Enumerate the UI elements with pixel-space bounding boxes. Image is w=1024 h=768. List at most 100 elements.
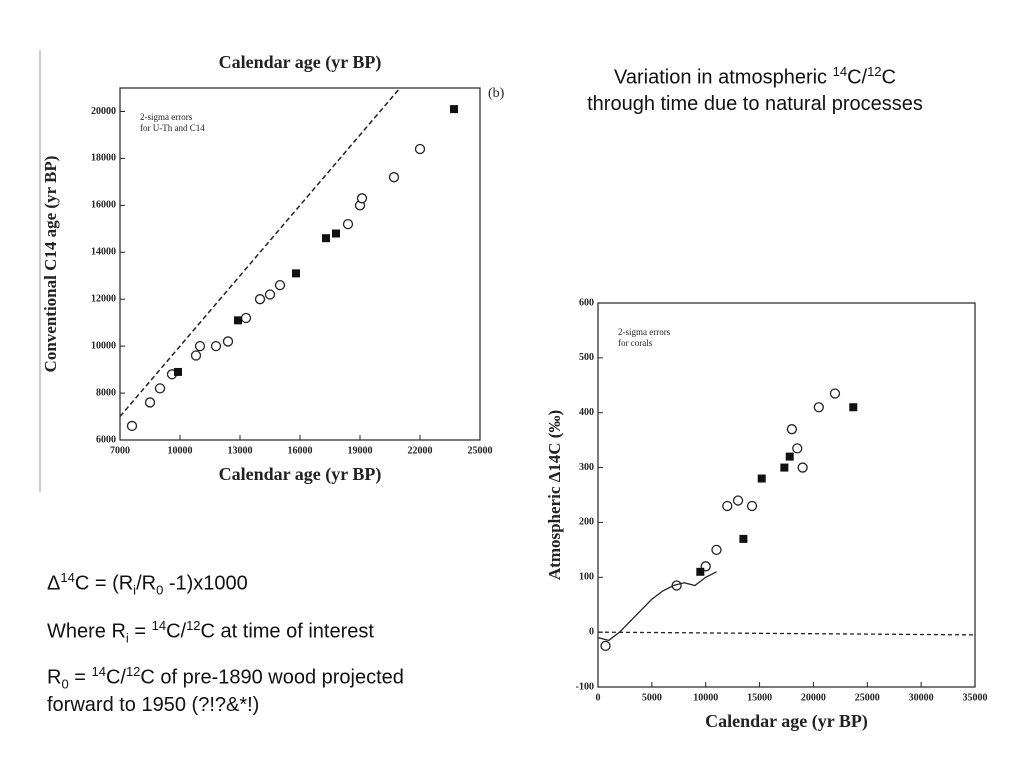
x-tick-label: 22000 [408, 445, 433, 456]
y-tick-label: 600 [579, 297, 594, 308]
point [739, 534, 748, 543]
text-run: = [68, 666, 92, 689]
point [757, 474, 766, 483]
y-tick-label: 300 [579, 462, 594, 473]
text-run: 0 [156, 582, 164, 598]
plot-frame [119, 87, 481, 441]
text-run: 12 [867, 64, 882, 79]
y-tick-label: 8000 [96, 387, 116, 398]
point [829, 388, 841, 399]
text-run: forward to 1950 (?!?&*!) [47, 694, 260, 716]
text-run: = [128, 620, 152, 643]
x-tick-label: 15000 [747, 692, 772, 703]
y-axis-label: Conventional C14 age (yr BP) [41, 156, 60, 373]
x-tick-label: 10000 [168, 445, 193, 456]
x-tick-label: 7000 [110, 445, 130, 456]
text-run: -1)x1000 [163, 572, 248, 595]
point [797, 462, 808, 473]
point [264, 289, 276, 300]
plot-frame [597, 302, 976, 688]
y-tick-label: 400 [579, 407, 594, 418]
y-tick-label: 100 [579, 572, 594, 583]
x-axis-label-top: Calendar age (yr BP) [219, 52, 382, 73]
y-tick-label: 12000 [91, 293, 116, 304]
point [234, 316, 242, 325]
text-run: Variation in atmospheric [613, 66, 833, 89]
x-tick-label: 10000 [693, 692, 718, 703]
panel-label: (b) [488, 86, 505, 101]
y-tick-label: 20000 [91, 106, 116, 117]
text-run: 12 [186, 618, 201, 633]
y-tick-label: 10000 [91, 340, 116, 351]
point [849, 403, 858, 412]
text-run: i [125, 630, 129, 646]
point [356, 193, 368, 204]
point [732, 495, 744, 506]
slide-title: through time due to natural processes [555, 93, 955, 116]
text-run: C/ [847, 66, 868, 89]
series-line [597, 631, 976, 636]
point [332, 229, 340, 238]
point [786, 424, 798, 435]
y-tick-label: 14000 [91, 247, 116, 258]
point [342, 218, 354, 230]
text-run: 0 [61, 676, 69, 692]
x-tick-label: 25000 [855, 692, 880, 703]
x-tick-label: 30000 [909, 692, 934, 703]
point [190, 350, 202, 361]
text-run: /R [136, 572, 157, 595]
point [696, 567, 705, 576]
text-run: C/ [166, 620, 187, 643]
slide-title: Variation in atmospheric 14C/12C [555, 64, 955, 90]
y-tick-label: -100 [576, 681, 594, 692]
point [222, 336, 234, 347]
x-tick-label: 19000 [348, 445, 373, 456]
point [322, 234, 330, 243]
point [711, 544, 722, 556]
x-axis-label: Calendar age (yr BP) [219, 464, 382, 485]
point [144, 397, 156, 408]
point [792, 443, 803, 454]
chart-panel: 0 5000 10000 15000 20000 25000 30000 35000-1000… [545, 297, 988, 732]
series-line [597, 571, 717, 642]
text-run: Where R [47, 620, 126, 643]
text-run: R [47, 666, 62, 689]
point [414, 143, 426, 155]
point [126, 420, 138, 432]
note: Δ14C = (Ri/R0 -1)x1000 [47, 570, 248, 598]
point [600, 640, 611, 652]
point [254, 294, 266, 305]
text-run: Δ [47, 572, 61, 595]
point [722, 500, 733, 512]
point [174, 367, 182, 376]
point [274, 279, 286, 291]
point [785, 452, 794, 461]
point [780, 463, 789, 472]
point [292, 269, 300, 278]
point [210, 340, 222, 352]
x-tick-label: 16000 [288, 445, 313, 456]
point [813, 402, 824, 413]
x-tick-label: 25000 [468, 445, 493, 456]
note: Where Ri = 14C/12C at time of interest [47, 618, 374, 646]
y-tick-label: 0 [589, 626, 594, 637]
x-tick-label: 0 [596, 692, 601, 703]
point [194, 340, 206, 352]
text-run: through time due to natural processes [587, 93, 923, 115]
text-run: i [133, 582, 137, 598]
y-tick-label: 6000 [96, 434, 116, 445]
y-tick-label: 16000 [91, 200, 116, 211]
x-tick-label: 5000 [642, 692, 662, 703]
point [388, 172, 400, 183]
point [746, 500, 758, 512]
text-run: 14 [91, 664, 106, 679]
y-tick-label: 200 [579, 517, 594, 528]
x-tick-label: 13000 [228, 445, 253, 456]
x-tick-label: 35000 [963, 692, 988, 703]
text-run: C of pre-1890 wood projected [140, 666, 404, 689]
y-axis-label: Atmospheric Δ14C (‰) [545, 410, 564, 580]
y-tick-label: 500 [579, 352, 594, 363]
annotation: for corals [618, 338, 653, 348]
